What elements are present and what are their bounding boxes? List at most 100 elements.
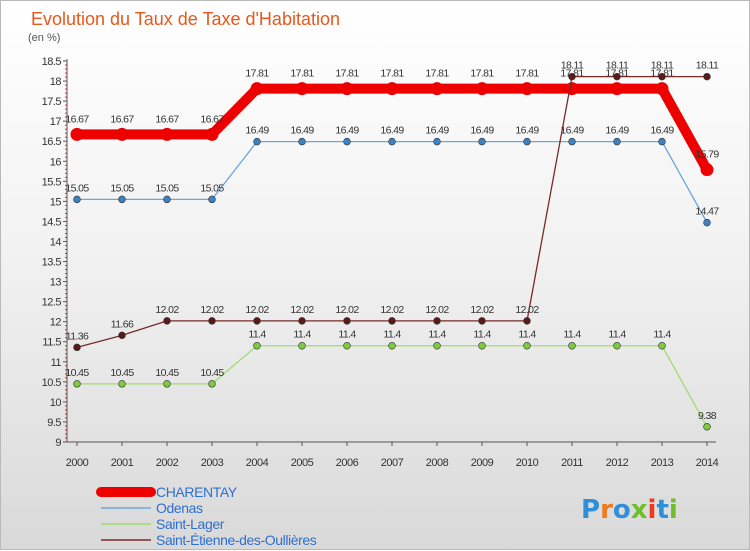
data-point: [658, 137, 666, 146]
data-point: [388, 137, 396, 146]
logo-letter: i: [648, 495, 657, 525]
logo-letter: x: [631, 495, 648, 525]
x-tick-label: 2008: [426, 457, 449, 469]
data-point: [478, 342, 486, 350]
data-label: 16.49: [425, 125, 449, 137]
y-tick-label: 16.5: [42, 136, 62, 148]
x-tick-label: 2011: [561, 457, 583, 469]
data-label: 12.02: [335, 304, 359, 316]
data-point: [388, 317, 396, 325]
data-point: [523, 317, 531, 325]
data-label: 17.81: [380, 68, 404, 80]
y-tick-label: 14.5: [42, 216, 62, 228]
data-label: 9.38: [698, 410, 717, 422]
series-3: 11.36 11.66 12.02 12.02 12.02 12.02 12.02 12.02…: [66, 60, 720, 352]
data-point: [208, 380, 216, 388]
data-label: 15.79: [695, 149, 719, 161]
logo-letter: P: [581, 495, 600, 525]
data-point: [253, 342, 261, 350]
logo-letter: o: [613, 495, 631, 525]
data-label: 11.4: [653, 329, 671, 341]
legend-label: Saint-Étienne-des-Oullières: [156, 532, 317, 548]
data-label: 16.67: [65, 113, 89, 125]
data-point: [475, 82, 489, 96]
data-point: [658, 72, 666, 81]
data-point: [568, 72, 576, 81]
data-point: [703, 218, 711, 227]
data-label: 16.67: [200, 113, 224, 125]
data-label: 15.05: [110, 182, 134, 194]
data-point: [655, 82, 669, 96]
x-tick-label: 2010: [516, 457, 539, 469]
data-point: [118, 331, 126, 340]
x-tick-label: 2007: [381, 457, 404, 469]
data-label: 11.4: [338, 329, 356, 341]
y-tick-label: 18.5: [42, 56, 62, 68]
data-point: [613, 137, 621, 146]
y-tick-label: 17: [50, 116, 62, 128]
data-label: 15.05: [200, 182, 224, 194]
y-tick-label: 9.5: [47, 417, 61, 429]
legend: CHARENTAYOdenasSaint-LagerSaint-Étienne-…: [96, 484, 317, 548]
data-label: 11.66: [111, 318, 134, 330]
data-point: [343, 342, 351, 350]
data-label: 11.4: [248, 329, 266, 341]
data-point: [73, 380, 81, 388]
legend-label: CHARENTAY: [156, 484, 238, 500]
data-point: [73, 343, 81, 352]
chart-subtitle: (en %): [28, 32, 60, 44]
legend-label: Saint-Lager: [156, 516, 225, 532]
data-label: 16.49: [650, 125, 674, 137]
data-point: [703, 423, 711, 431]
y-tick-label: 13.5: [42, 257, 62, 269]
x-tick-label: 2002: [156, 457, 179, 469]
data-label: 16.49: [605, 125, 629, 137]
x-tick-label: 2005: [291, 457, 314, 469]
data-label: 11.4: [563, 329, 581, 341]
data-label: 11.4: [293, 329, 311, 341]
data-label: 12.02: [200, 304, 224, 316]
data-label: 16.49: [380, 125, 404, 137]
x-tick-label: 2001: [111, 457, 134, 469]
data-point: [343, 317, 351, 325]
x-tick-label: 2006: [336, 457, 359, 469]
data-label: 16.67: [110, 113, 134, 125]
data-point: [118, 380, 126, 388]
data-label: 17.81: [245, 68, 269, 80]
data-point: [70, 127, 84, 141]
data-point: [433, 137, 441, 146]
data-label: 11.4: [473, 329, 491, 341]
data-label: 11.36: [66, 330, 89, 342]
y-tick-label: 16: [50, 156, 62, 168]
data-label: 14.47: [695, 206, 719, 218]
data-point: [253, 137, 261, 146]
data-label: 18.11: [696, 60, 719, 72]
data-label: 11.4: [428, 329, 446, 341]
data-label: 11.4: [383, 329, 401, 341]
data-point: [568, 137, 576, 146]
data-point: [118, 195, 126, 204]
logo-letter: t: [656, 495, 668, 525]
y-tick-label: 14: [50, 236, 62, 248]
data-label: 18.11: [606, 60, 629, 72]
x-tick-label: 2009: [471, 457, 494, 469]
data-point: [163, 195, 171, 204]
data-point: [298, 137, 306, 146]
data-point: [208, 317, 216, 325]
series-0: 16.67 16.67 16.67 16.67 17.81 17.81 17.81 17.81…: [65, 68, 720, 177]
y-tick-label: 15: [50, 196, 62, 208]
series-1: 15.05 15.05 15.05 15.05 16.49 16.49 16.49 16.49…: [65, 125, 720, 227]
x-tick-label: 2004: [246, 457, 269, 469]
data-point: [478, 317, 486, 325]
logo-letter: r: [600, 495, 613, 525]
series-line: [76, 345, 708, 428]
data-label: 11.4: [518, 329, 536, 341]
data-label: 17.81: [425, 68, 449, 80]
data-label: 18.11: [651, 60, 674, 72]
data-label: 16.49: [470, 125, 494, 137]
x-tick-label: 2000: [66, 457, 89, 469]
y-tick-label: 11: [51, 357, 62, 369]
data-label: 17.81: [515, 68, 539, 80]
data-point: [658, 342, 666, 350]
